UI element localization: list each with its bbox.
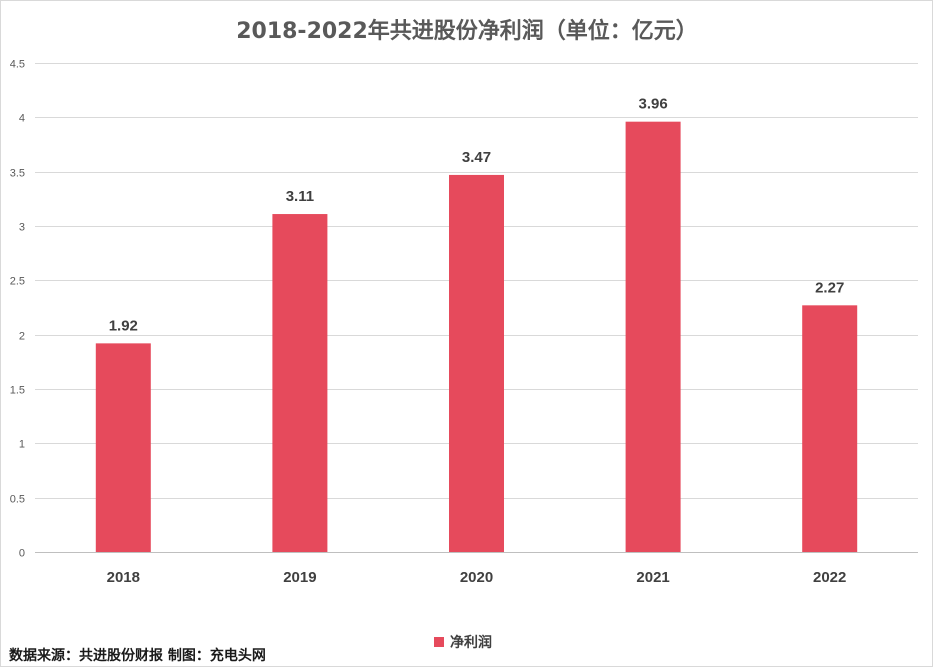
data-label-2021: 3.96 [638, 96, 667, 113]
data-label-2020: 3.47 [462, 149, 491, 166]
legend-swatch [434, 637, 444, 647]
legend-label: 净利润 [450, 634, 492, 651]
y-tick-label: 2 [19, 331, 25, 343]
y-axis-ticks: 0 0.5 1 1.5 2 2.5 3 3.5 4 4.5 [10, 59, 25, 560]
data-label-2019: 3.11 [286, 188, 314, 205]
y-tick-label: 0.5 [10, 494, 25, 506]
x-tick-label-2020: 2020 [460, 569, 493, 586]
y-tick-label: 3 [19, 222, 25, 234]
y-tick-label: 1.5 [10, 385, 25, 397]
x-tick-label-2019: 2019 [283, 569, 316, 586]
x-tick-label-2022: 2022 [813, 569, 846, 586]
bar-2021 [625, 121, 681, 553]
y-tick-label: 4 [19, 113, 25, 125]
legend: 净利润 [434, 634, 492, 651]
y-tick-label: 4.5 [10, 59, 25, 71]
x-axis-ticks: 2018 2019 2020 2021 2022 [107, 569, 847, 586]
bar-2022 [802, 305, 858, 552]
data-label-2022: 2.27 [815, 279, 844, 296]
y-tick-label: 1 [19, 439, 25, 451]
bar-2019 [272, 214, 328, 552]
data-label-2018: 1.92 [109, 317, 138, 334]
x-tick-label-2021: 2021 [636, 569, 669, 586]
chart-title: 2018-2022年共进股份净利润（单位：亿元） [236, 18, 698, 44]
y-tick-label: 0 [19, 548, 25, 560]
y-tick-label: 2.5 [10, 276, 25, 288]
y-tick-label: 3.5 [10, 168, 25, 180]
source-note: 数据来源：共进股份财报 制图：充电头网 [9, 647, 266, 664]
data-labels: 1.92 3.11 3.47 3.96 2.27 [109, 96, 845, 335]
bar-2020 [449, 174, 504, 552]
bar-2018 [95, 343, 151, 552]
bars [95, 121, 858, 553]
x-tick-label-2018: 2018 [107, 569, 140, 586]
